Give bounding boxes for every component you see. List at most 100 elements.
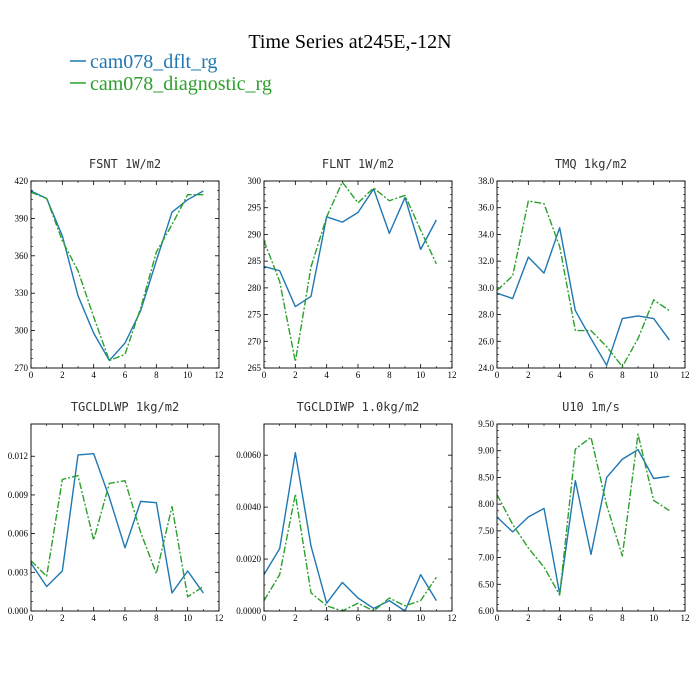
- x-tick-label: 10: [183, 370, 193, 380]
- legend-entry-1: cam078_dflt_rg: [70, 51, 217, 73]
- y-tick-label: 7.00: [478, 553, 494, 563]
- x-tick-label: 0: [495, 613, 500, 623]
- y-tick-label: 9.00: [478, 446, 494, 456]
- series-line-2: [263, 493, 437, 612]
- x-tick-label: 4: [324, 370, 329, 380]
- x-tick-label: 10: [416, 613, 426, 623]
- y-tick-label: 0.012: [8, 451, 28, 461]
- y-tick-label: 24.0: [478, 363, 494, 373]
- y-tick-label: 6.00: [478, 606, 494, 616]
- y-tick-label: 38.0: [478, 176, 494, 186]
- y-tick-label: 0.0060: [236, 450, 261, 460]
- x-tick-label: 2: [293, 370, 298, 380]
- x-tick-label: 10: [416, 370, 426, 380]
- x-tick-label: 4: [91, 613, 96, 623]
- y-tick-label: 300: [15, 326, 29, 336]
- x-tick-label: 10: [649, 613, 659, 623]
- x-tick-label: 4: [557, 370, 562, 380]
- x-tick-label: 12: [215, 370, 224, 380]
- panel-1: FSNT 1W/m2 0 2 4 6 8 10 12 270 300 330 360 390 420: [15, 157, 224, 380]
- y-tick-label: 32.0: [478, 256, 494, 266]
- y-tick-label: 26.0: [478, 336, 494, 346]
- x-tick-label: 0: [495, 370, 500, 380]
- x-tick-label: 2: [60, 370, 65, 380]
- x-tick-label: 12: [215, 613, 224, 623]
- series-line-1: [30, 190, 204, 362]
- x-tick-label: 2: [526, 370, 531, 380]
- panel-title: TGCLDLWP 1kg/m2: [71, 400, 179, 414]
- y-tick-label: 270: [15, 363, 29, 373]
- legend-entry-2: cam078_diagnostic_rg: [70, 73, 272, 95]
- y-tick-label: 300: [248, 176, 262, 186]
- plot-frame: [30, 423, 220, 612]
- y-tick-label: 295: [248, 203, 262, 213]
- x-tick-label: 0: [29, 613, 34, 623]
- x-tick-label: 0: [262, 370, 267, 380]
- y-tick-label: 6.50: [478, 579, 494, 589]
- x-tick-label: 8: [620, 370, 625, 380]
- x-tick-label: 6: [356, 370, 361, 380]
- y-tick-label: 390: [15, 213, 29, 223]
- y-tick-label: 270: [248, 336, 262, 346]
- series-line-2: [30, 191, 204, 362]
- series-line-1: [263, 451, 437, 612]
- figure-title: Time Series at245E,-12N: [248, 31, 451, 53]
- x-tick-label: 12: [448, 613, 457, 623]
- x-tick-label: 2: [60, 613, 65, 623]
- x-tick-label: 2: [526, 613, 531, 623]
- series-line-2: [263, 181, 437, 363]
- y-tick-label: 0.006: [8, 529, 29, 539]
- plot-frame: [263, 180, 453, 369]
- x-tick-label: 12: [681, 370, 690, 380]
- y-tick-label: 420: [15, 176, 29, 186]
- y-tick-label: 8.00: [478, 499, 494, 509]
- y-tick-label: 9.50: [478, 419, 494, 429]
- x-tick-label: 8: [620, 613, 625, 623]
- panel-3: TMQ 1kg/m2 0 2 4 6 8 10 12 24.0 26.0 28.0 30.0 32.0 3…: [478, 157, 689, 380]
- x-tick-label: 2: [293, 613, 298, 623]
- panel-title: FLNT 1W/m2: [322, 157, 394, 171]
- x-tick-label: 4: [91, 370, 96, 380]
- y-tick-label: 7.50: [478, 526, 494, 536]
- y-tick-label: 0.003: [8, 567, 29, 577]
- y-tick-label: 0.000: [8, 606, 29, 616]
- series-line-1: [263, 188, 437, 308]
- x-tick-label: 0: [262, 613, 267, 623]
- y-tick-label: 290: [248, 229, 262, 239]
- y-tick-label: 360: [15, 251, 29, 261]
- y-tick-label: 280: [248, 283, 262, 293]
- x-tick-label: 6: [123, 370, 128, 380]
- x-tick-label: 6: [589, 613, 594, 623]
- y-tick-label: 330: [15, 288, 29, 298]
- y-tick-label: 30.0: [478, 283, 494, 293]
- y-tick-label: 0.009: [8, 490, 29, 500]
- y-tick-label: 28.0: [478, 310, 494, 320]
- y-tick-label: 0.0020: [236, 554, 261, 564]
- y-tick-label: 36.0: [478, 203, 494, 213]
- panel-4: TGCLDLWP 1kg/m2 0 2 4 6 8 10 12 0.000 0.003 0.006 0…: [8, 400, 224, 623]
- legend-label-1: cam078_dflt_rg: [90, 51, 217, 73]
- series-line-1: [496, 227, 670, 367]
- plot-frame: [496, 180, 686, 369]
- series-line-1: [30, 452, 204, 594]
- panel-title: TGCLDIWP 1.0kg/m2: [297, 400, 420, 414]
- panel-2: FLNT 1W/m2 0 2 4 6 8 10 12 265 270 275 280 285 290 295…: [248, 157, 457, 380]
- x-tick-label: 8: [154, 370, 159, 380]
- x-tick-label: 4: [557, 613, 562, 623]
- plot-frame: [496, 423, 686, 612]
- series-line-2: [30, 474, 204, 598]
- y-tick-label: 275: [248, 310, 262, 320]
- y-tick-label: 8.50: [478, 472, 494, 482]
- x-tick-label: 4: [324, 613, 329, 623]
- x-tick-label: 8: [387, 613, 392, 623]
- x-tick-label: 12: [448, 370, 457, 380]
- series-line-2: [496, 433, 670, 596]
- series-line-2: [496, 200, 670, 368]
- y-tick-label: 285: [248, 256, 262, 266]
- panel-title: FSNT 1W/m2: [89, 157, 161, 171]
- legend: cam078_dflt_rg cam078_diagnostic_rg: [70, 51, 272, 95]
- x-tick-label: 8: [154, 613, 159, 623]
- y-tick-label: 0.0000: [236, 606, 261, 616]
- panel-5: TGCLDIWP 1.0kg/m2 0 2 4 6 8 10 12 0.0000 0.0020 0.…: [236, 400, 456, 623]
- x-tick-label: 10: [649, 370, 659, 380]
